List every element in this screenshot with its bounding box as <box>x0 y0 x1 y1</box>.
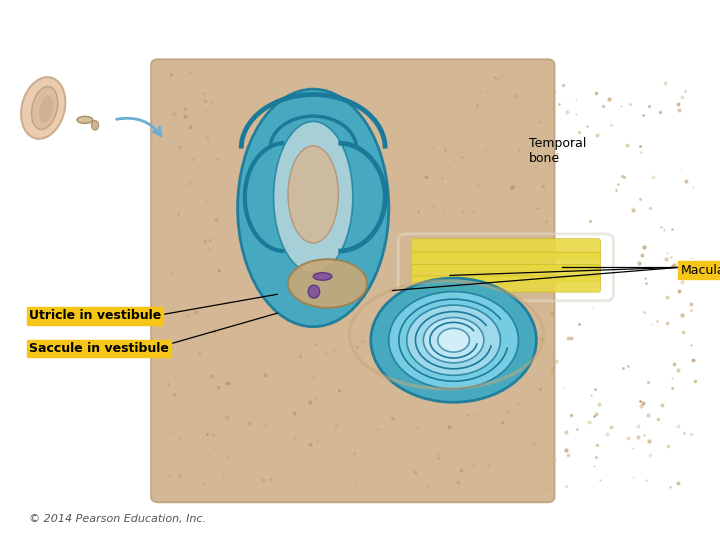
Ellipse shape <box>313 273 332 280</box>
FancyBboxPatch shape <box>411 265 600 282</box>
Text: Saccule in vestibule: Saccule in vestibule <box>29 342 168 355</box>
Text: © 2014 Pearson Education, Inc.: © 2014 Pearson Education, Inc. <box>29 514 206 524</box>
Text: Utricle in vestibule: Utricle in vestibule <box>29 309 161 322</box>
Circle shape <box>407 305 500 375</box>
Ellipse shape <box>39 96 53 123</box>
Circle shape <box>438 328 469 352</box>
Text: Maculae: Maculae <box>680 264 720 276</box>
Circle shape <box>389 292 518 389</box>
FancyBboxPatch shape <box>411 276 600 292</box>
FancyBboxPatch shape <box>411 239 600 258</box>
Ellipse shape <box>274 122 353 273</box>
Ellipse shape <box>288 146 338 243</box>
Ellipse shape <box>21 77 66 139</box>
Ellipse shape <box>308 285 320 298</box>
FancyArrowPatch shape <box>117 118 161 136</box>
Circle shape <box>423 318 484 363</box>
Ellipse shape <box>77 116 93 123</box>
Ellipse shape <box>32 86 58 130</box>
FancyBboxPatch shape <box>411 252 600 271</box>
FancyBboxPatch shape <box>151 59 554 502</box>
Ellipse shape <box>288 259 367 308</box>
Ellipse shape <box>238 89 389 327</box>
Circle shape <box>371 278 536 402</box>
Text: Temporal
bone: Temporal bone <box>529 137 587 165</box>
Ellipse shape <box>91 120 99 130</box>
